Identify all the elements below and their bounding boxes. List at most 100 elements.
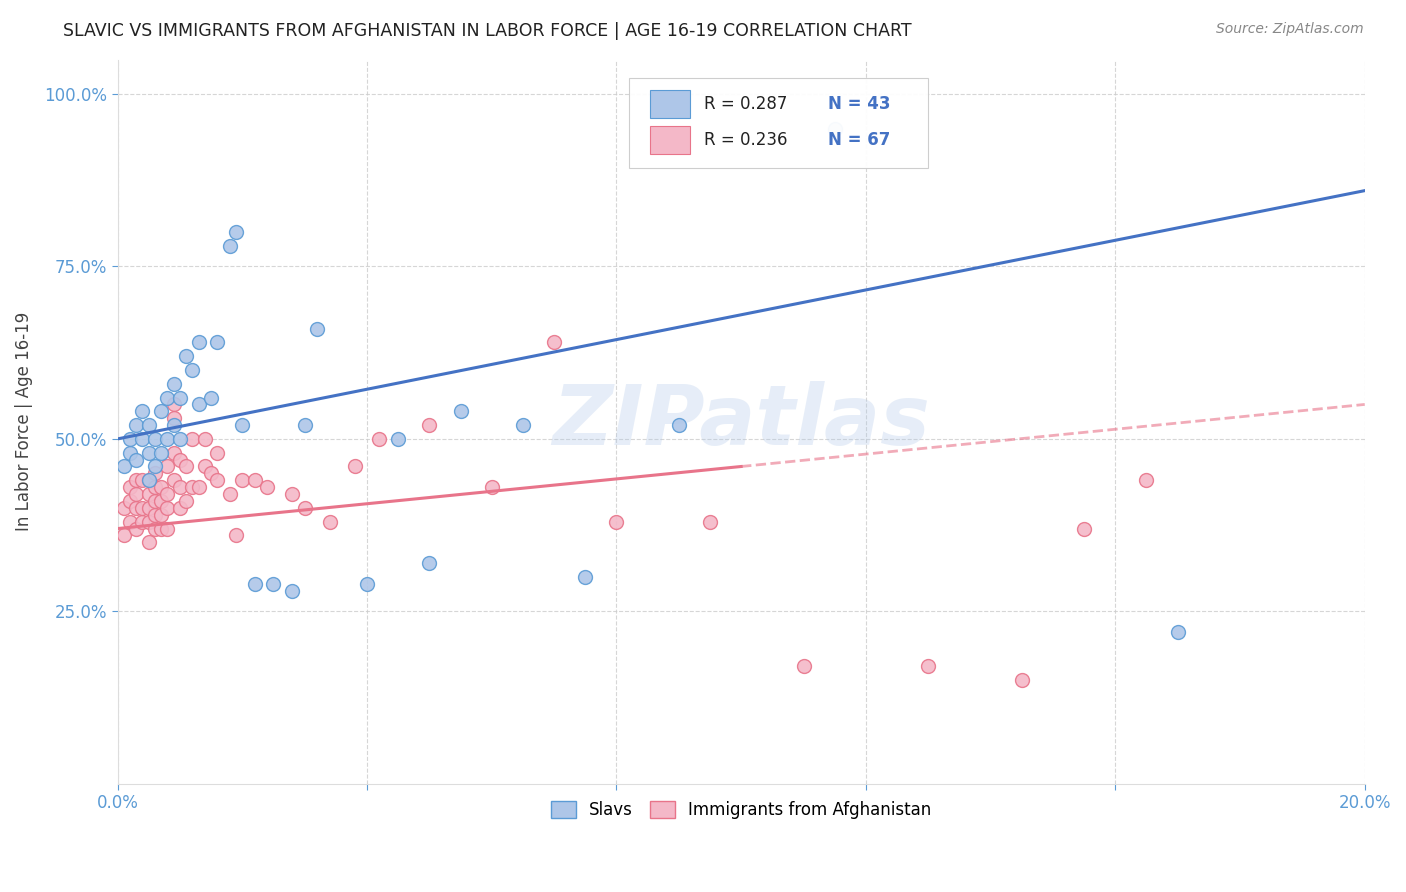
Point [231,473,253,487]
Point [118,480,141,494]
Point [131,515,153,529]
Point [150,446,173,460]
Point [1011,673,1033,688]
Point [163,418,186,433]
Point [131,432,153,446]
Point [156,487,179,501]
Point [169,452,191,467]
Point [131,404,153,418]
Point [187,480,209,494]
Point [181,480,204,494]
Point [138,535,160,549]
Point [138,500,160,515]
Text: N = 67: N = 67 [828,131,891,149]
Point [481,480,503,494]
Point [138,487,160,501]
Point [138,418,160,433]
Point [169,500,191,515]
Text: R = 0.287: R = 0.287 [704,95,787,112]
Point [512,418,534,433]
Text: R = 0.236: R = 0.236 [704,131,787,149]
Point [387,432,409,446]
Point [131,473,153,487]
Point [1135,473,1157,487]
Point [256,480,278,494]
Point [243,576,266,591]
FancyBboxPatch shape [650,90,690,118]
Point [118,446,141,460]
Point [281,583,304,598]
Point [418,418,440,433]
Legend: Slavs, Immigrants from Afghanistan: Slavs, Immigrants from Afghanistan [544,795,938,826]
Point [143,432,166,446]
Point [118,494,141,508]
Point [163,473,186,487]
Point [200,391,222,405]
Point [150,480,173,494]
Point [150,404,173,418]
Point [156,459,179,474]
Text: Source: ZipAtlas.com: Source: ZipAtlas.com [1216,22,1364,37]
Point [187,335,209,350]
Point [131,500,153,515]
Point [125,452,148,467]
Point [156,391,179,405]
Point [125,487,148,501]
Point [605,515,627,529]
Point [207,446,229,460]
Point [163,411,186,425]
Point [150,508,173,522]
Point [225,225,247,239]
Point [174,494,197,508]
Point [231,418,253,433]
Point [356,576,378,591]
Point [294,500,316,515]
Point [125,500,148,515]
Point [143,480,166,494]
Point [112,528,135,542]
Point [138,515,160,529]
Point [200,467,222,481]
Point [163,446,186,460]
Point [174,349,197,363]
Point [143,522,166,536]
Point [143,494,166,508]
Point [194,432,217,446]
Point [174,459,197,474]
Point [150,494,173,508]
Point [792,659,814,673]
Point [156,500,179,515]
Point [169,480,191,494]
Point [307,321,329,335]
Point [917,659,939,673]
Point [368,432,391,446]
FancyBboxPatch shape [650,127,690,153]
Point [207,335,229,350]
Point [194,459,217,474]
Point [218,487,240,501]
Point [262,576,284,591]
Point [150,522,173,536]
Point [138,446,160,460]
Point [125,522,148,536]
Point [156,522,179,536]
Point [824,121,846,136]
Point [125,418,148,433]
Point [418,556,440,570]
Point [118,515,141,529]
Point [574,570,596,584]
Point [112,500,135,515]
FancyBboxPatch shape [628,78,928,169]
Text: SLAVIC VS IMMIGRANTS FROM AFGHANISTAN IN LABOR FORCE | AGE 16-19 CORRELATION CHA: SLAVIC VS IMMIGRANTS FROM AFGHANISTAN IN… [63,22,912,40]
Point [668,418,690,433]
Point [163,376,186,391]
Point [169,432,191,446]
Point [156,432,179,446]
Point [143,467,166,481]
Point [281,487,304,501]
Point [294,418,316,433]
Point [1073,522,1095,536]
Point [225,528,247,542]
Point [181,432,204,446]
Point [138,473,160,487]
